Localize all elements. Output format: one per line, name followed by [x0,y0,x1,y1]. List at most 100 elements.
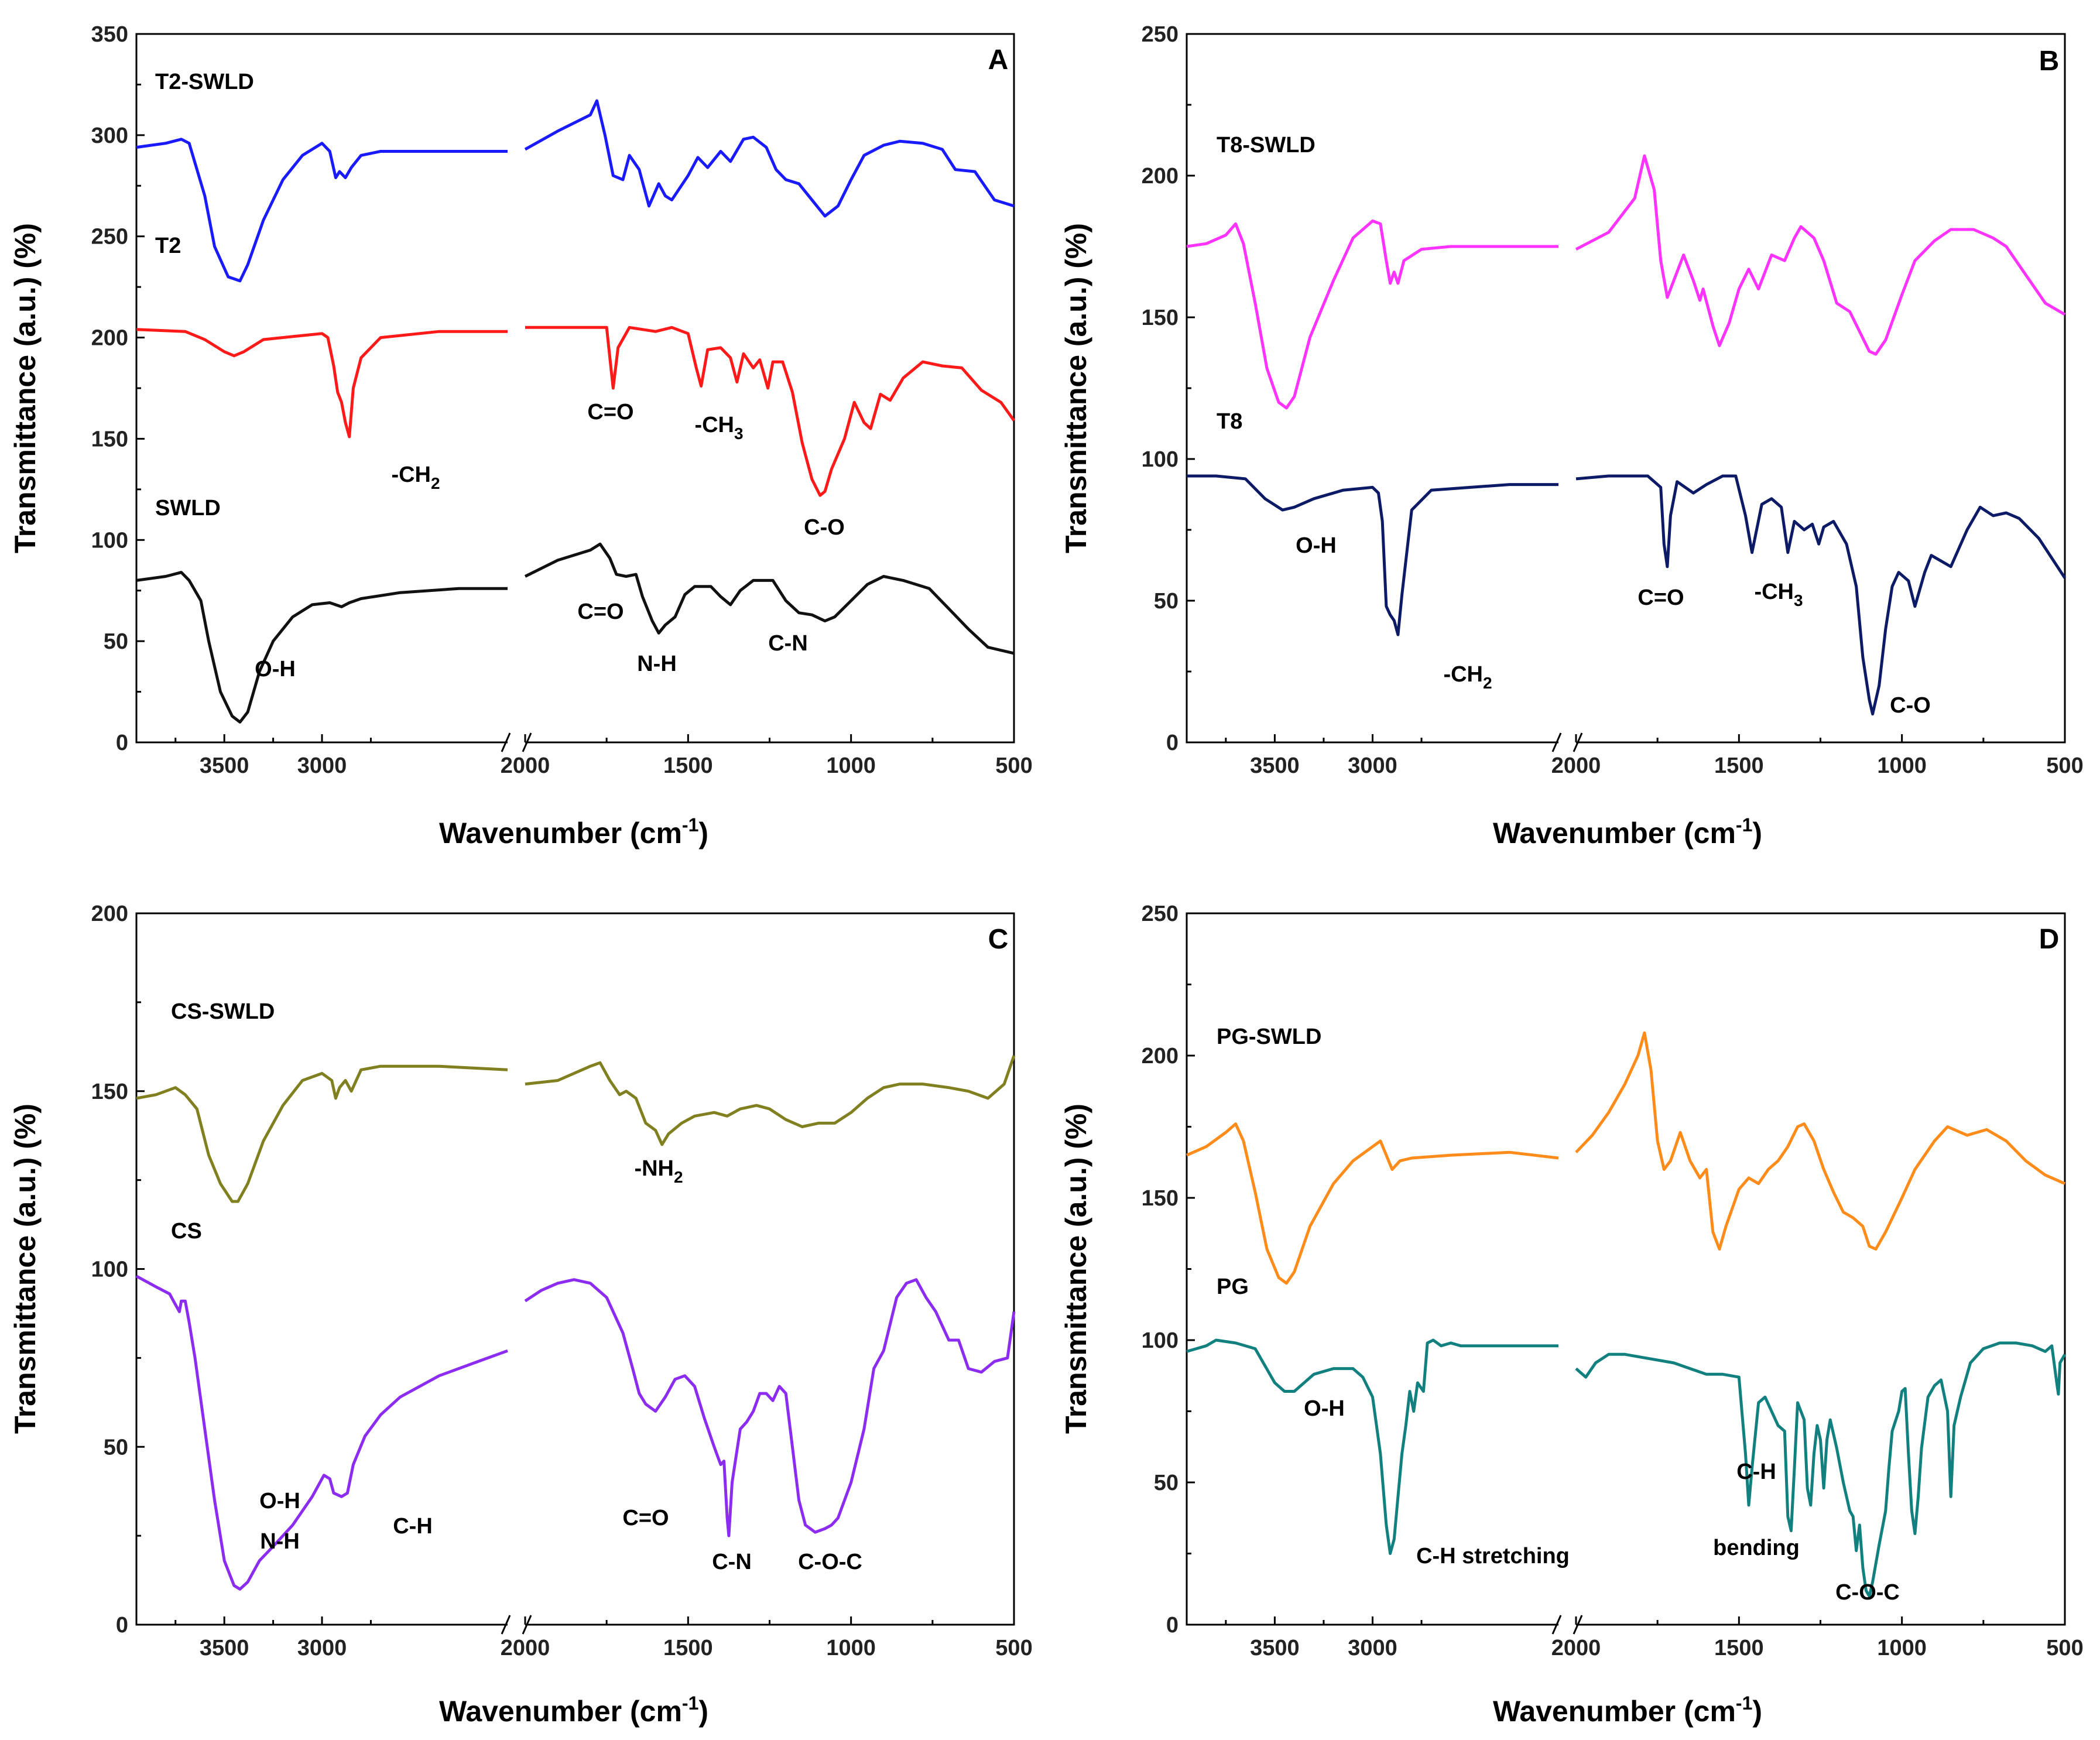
band-annotation: C-N [712,1550,752,1574]
x-tick-label: 3000 [1348,1636,1397,1660]
axis-break-mark [1551,1615,1583,1635]
axis-break-mark [1551,732,1583,752]
series-line-cs-swld-right [525,1055,1016,1146]
y-axis-title: Transmittance (a.u.) (%) [1060,1104,1092,1434]
panel-letter: A [988,44,1009,76]
x-tick-label: 2000 [1551,1636,1601,1660]
panel-c: 0 50 100 150 200 3500 3000 2000 1500 1000 500 Trans… [9,902,1033,1728]
band-annotation: -CH3 [1754,580,1803,609]
band-annotation: O-H [1304,1396,1345,1421]
x-tick-label: 3000 [297,753,347,778]
y-tick-label: 150 [1142,1186,1179,1211]
x-tick-label: 1500 [663,1636,713,1660]
series-label: CS-SWLD [171,999,275,1024]
x-tick-label: 1500 [663,753,713,778]
panel-a: 0 50 100 150 200 250 300 350 3500 3000 2000 1500 100… [9,22,1033,850]
axis-break-mark [501,732,532,752]
y-tick-label: 200 [1142,1044,1179,1068]
y-tick-label: 0 [116,731,128,755]
series-line-t2-swld-left [136,138,508,283]
y-tick-label: 150 [1142,306,1179,330]
x-tick-label: 1000 [826,753,876,778]
series-line-cs-swld-left [136,1064,508,1203]
series-label: CS [171,1219,202,1244]
y-tick-label: 0 [1166,731,1179,755]
y-tick-label: 300 [91,124,128,148]
x-tick-label: 3500 [1250,753,1300,778]
x-axis-title: Wavenumber (cm-1) [439,814,708,850]
series-label: SWLD [155,496,221,520]
panel-letter: B [2039,46,2060,77]
series-label: PG [1217,1275,1249,1299]
axis-break-mark [501,1615,532,1635]
series-line-swld-right [524,542,1015,655]
band-annotation: C-H [1736,1460,1776,1484]
y-tick-label: 350 [91,22,128,47]
y-axis-title: Transmittance (a.u.) (%) [1060,223,1092,553]
plot-frame [1186,33,2066,744]
series-line-pg-swld-left [1186,1122,1559,1285]
x-tick-label: 3500 [200,753,249,778]
band-annotation: C-O-C [1835,1580,1900,1605]
series-label: T2 [155,234,181,258]
y-tick-label: 250 [1142,902,1179,926]
y-tick-label: 50 [104,1435,128,1460]
y-tick-label: 100 [91,528,128,553]
y-tick-label: 50 [104,629,128,654]
y-tick-label: 250 [1142,22,1179,47]
series-label: PG-SWLD [1217,1025,1321,1049]
x-tick-label: 3500 [200,1636,249,1660]
y-tick-label: 200 [91,326,128,351]
y-tick-label: 250 [91,225,128,249]
band-annotation: C-O-C [798,1550,862,1574]
y-axis-title: Transmittance (a.u.) (%) [9,223,42,553]
plot-frame [135,33,1015,744]
x-axis-title: Wavenumber (cm-1) [439,1693,708,1728]
plot-frame [1186,912,2066,1626]
series-line-t8-swld-left [1186,219,1558,410]
x-tick-label: 1500 [1714,753,1764,778]
x-tick-label: 1500 [1714,1636,1764,1660]
band-annotation: -CH2 [391,463,440,492]
panel-b: 0 50 100 150 200 250 3500 3000 2000 1500 1000 500 Tr… [1060,22,2084,850]
x-tick-label: 3500 [1250,1636,1300,1660]
panel-letter: D [2039,924,2060,955]
series-line-t2-swld-right [524,99,1015,218]
series-line-t8-left [1187,474,1558,636]
band-annotation: C-N [768,631,808,656]
band-annotation: O-H [1296,533,1337,558]
series-line-cs-right [524,1278,1016,1537]
y-tick-label: 150 [91,1080,128,1104]
x-tick-label: 500 [2046,753,2083,778]
series-line-pg-swld-right [1575,1031,2066,1251]
series-line-t2-left [136,328,508,439]
y-tick-label: 50 [1154,1471,1179,1495]
series-line-cs-left [135,1275,508,1591]
band-annotation: C=O [1637,585,1684,610]
y-tick-label: 100 [1142,447,1179,472]
x-tick-label: 500 [2046,1636,2083,1660]
band-annotation: C-O [1890,693,1931,718]
y-tick-label: 0 [1166,1613,1179,1638]
y-tick-label: 50 [1154,589,1179,614]
x-tick-label: 2000 [501,753,550,778]
series-line-pg-right [1575,1341,2067,1598]
series-line-t8-swld-right [1575,154,2066,356]
x-axis-title: Wavenumber (cm-1) [1493,1693,1762,1728]
x-tick-label: 1000 [1877,1636,1927,1660]
band-annotation: N-H [260,1529,300,1554]
band-annotation: C-H stretching [1416,1544,1570,1568]
band-annotation: C=O [577,600,624,624]
x-tick-label: 500 [995,1636,1032,1660]
band-annotation: -CH3 [694,413,743,443]
band-annotation: -CH2 [1443,662,1492,692]
series-line-swld-left [136,571,508,724]
band-annotation: O-H [255,657,296,681]
x-tick-label: 2000 [1551,753,1601,778]
x-tick-label: 3000 [1348,753,1397,778]
series-label: T8-SWLD [1217,133,1316,157]
band-annotation: O-H [259,1489,300,1513]
y-tick-label: 200 [91,902,128,926]
band-annotation: N-H [637,652,677,676]
